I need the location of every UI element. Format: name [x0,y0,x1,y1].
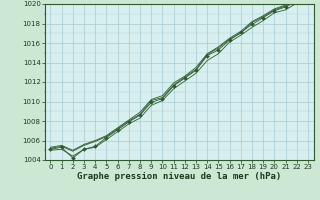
X-axis label: Graphe pression niveau de la mer (hPa): Graphe pression niveau de la mer (hPa) [77,172,281,181]
